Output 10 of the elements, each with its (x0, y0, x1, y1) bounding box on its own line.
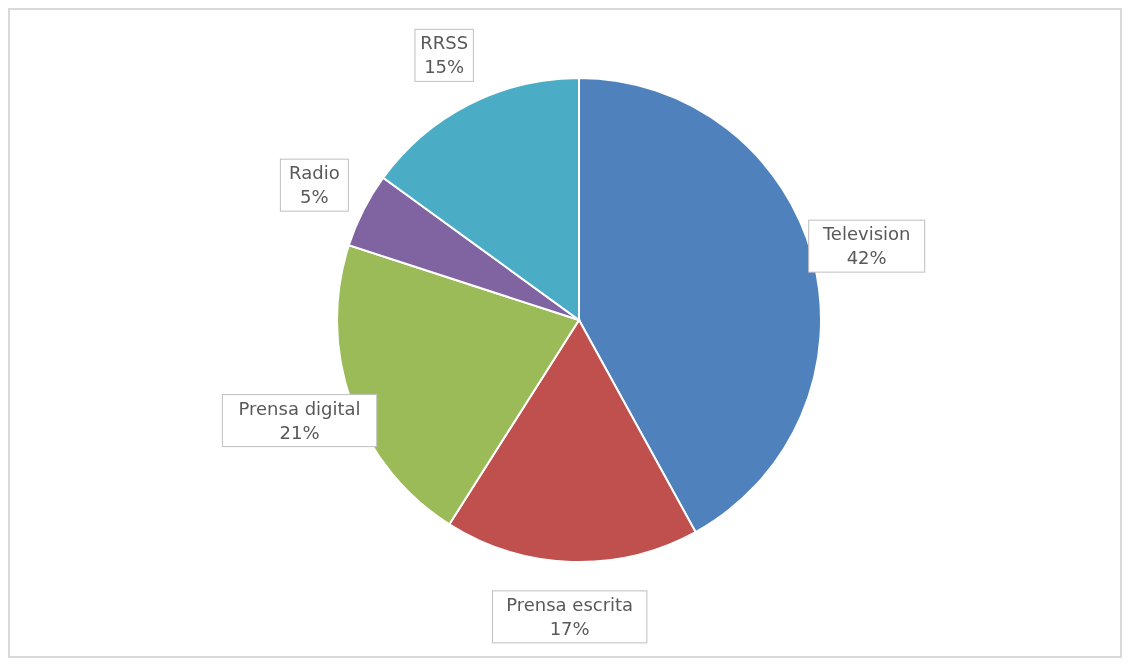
data-label: 5% (300, 186, 329, 208)
slice-label: Radio (289, 162, 340, 184)
slice-label: Television (821, 223, 911, 245)
data-label: 15% (424, 56, 465, 78)
data-label: 17% (549, 617, 590, 639)
data-label: 21% (279, 421, 320, 443)
slice-label: Prensa digital (238, 397, 361, 419)
slice-label: RRSS (420, 32, 469, 54)
slice-label: Prensa escrita (506, 593, 634, 615)
data-label: 42% (846, 247, 887, 269)
